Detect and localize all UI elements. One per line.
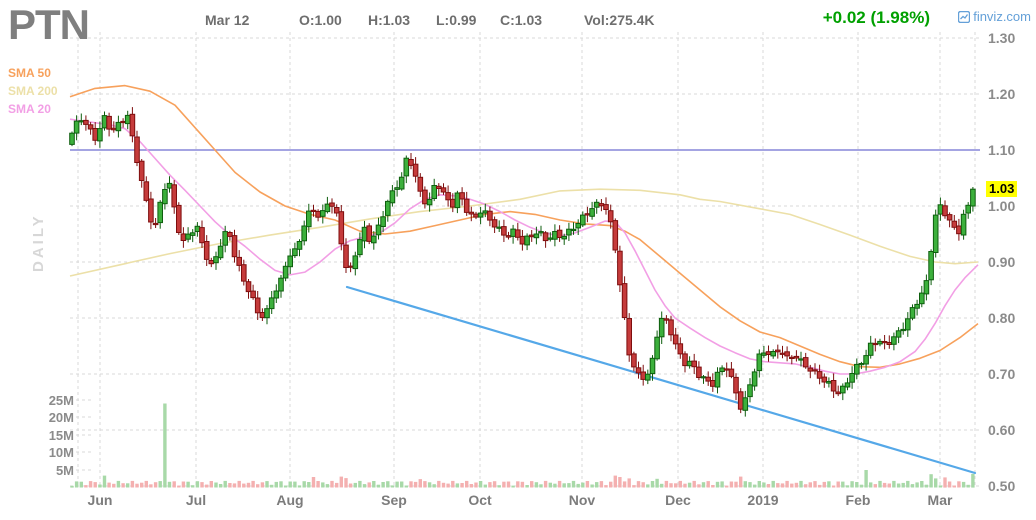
price-tick-label: 0.60 [988, 422, 1016, 438]
price-tick-label: 0.80 [988, 310, 1016, 326]
quote-low: L:0.99 [436, 12, 477, 28]
trendlines-layer [70, 149, 980, 475]
quote-high: H:1.03 [368, 12, 411, 28]
price-tick-label: 1.20 [988, 86, 1016, 102]
timeframe-watermark: DAILY [30, 213, 47, 272]
quote-close: C:1.03 [500, 12, 543, 28]
volume-tick-label: 25M [48, 393, 74, 408]
month-label: Sep [381, 492, 407, 508]
sma-legend: SMA 50 SMA 200 SMA 20 [8, 64, 58, 118]
ticker-symbol: PTN [8, 1, 90, 48]
current-price-tag: 1.03 [986, 181, 1018, 198]
quote-date: Mar 12 [205, 12, 250, 28]
legend-sma200: SMA 200 [8, 84, 58, 98]
price-tick-label: 0.70 [988, 366, 1016, 382]
volume-tick-label: 10M [48, 445, 74, 460]
volume-tick-label: 5M [55, 463, 74, 478]
candles-layer [69, 107, 976, 417]
price-tick-label: 0.50 [988, 478, 1016, 494]
legend-sma20: SMA 20 [8, 102, 51, 116]
month-label: Nov [568, 492, 596, 508]
price-tick-label: 1.10 [988, 142, 1016, 158]
volume-tick-label: 20M [48, 410, 74, 425]
moving-averages-layer [69, 84, 979, 375]
month-label: Feb [845, 492, 871, 508]
price-tick-label: 0.90 [988, 254, 1016, 270]
volume-bars-layer [70, 403, 975, 488]
month-label: Dec [665, 492, 691, 508]
month-label: 2019 [747, 492, 779, 508]
volume-tick-label: 15M [48, 428, 74, 443]
legend-sma50: SMA 50 [8, 66, 51, 80]
month-label: Oct [468, 492, 492, 508]
month-label: Mar [927, 492, 953, 508]
price-tick-label: 1.30 [988, 30, 1016, 46]
price-change-badge: +0.02 (1.98%) [822, 8, 930, 27]
month-label: Jul [185, 492, 207, 508]
finviz-link[interactable]: finviz.com [958, 9, 1031, 24]
finviz-link-label: finviz.com [973, 9, 1031, 24]
quote-volume: Vol:275.4K [584, 12, 655, 28]
month-label: Jun [87, 492, 113, 508]
month-label: Aug [276, 492, 304, 508]
quote-open: O:1.00 [299, 12, 342, 28]
finviz-logo-icon [958, 10, 971, 23]
price-tick-label: 1.00 [988, 198, 1016, 214]
